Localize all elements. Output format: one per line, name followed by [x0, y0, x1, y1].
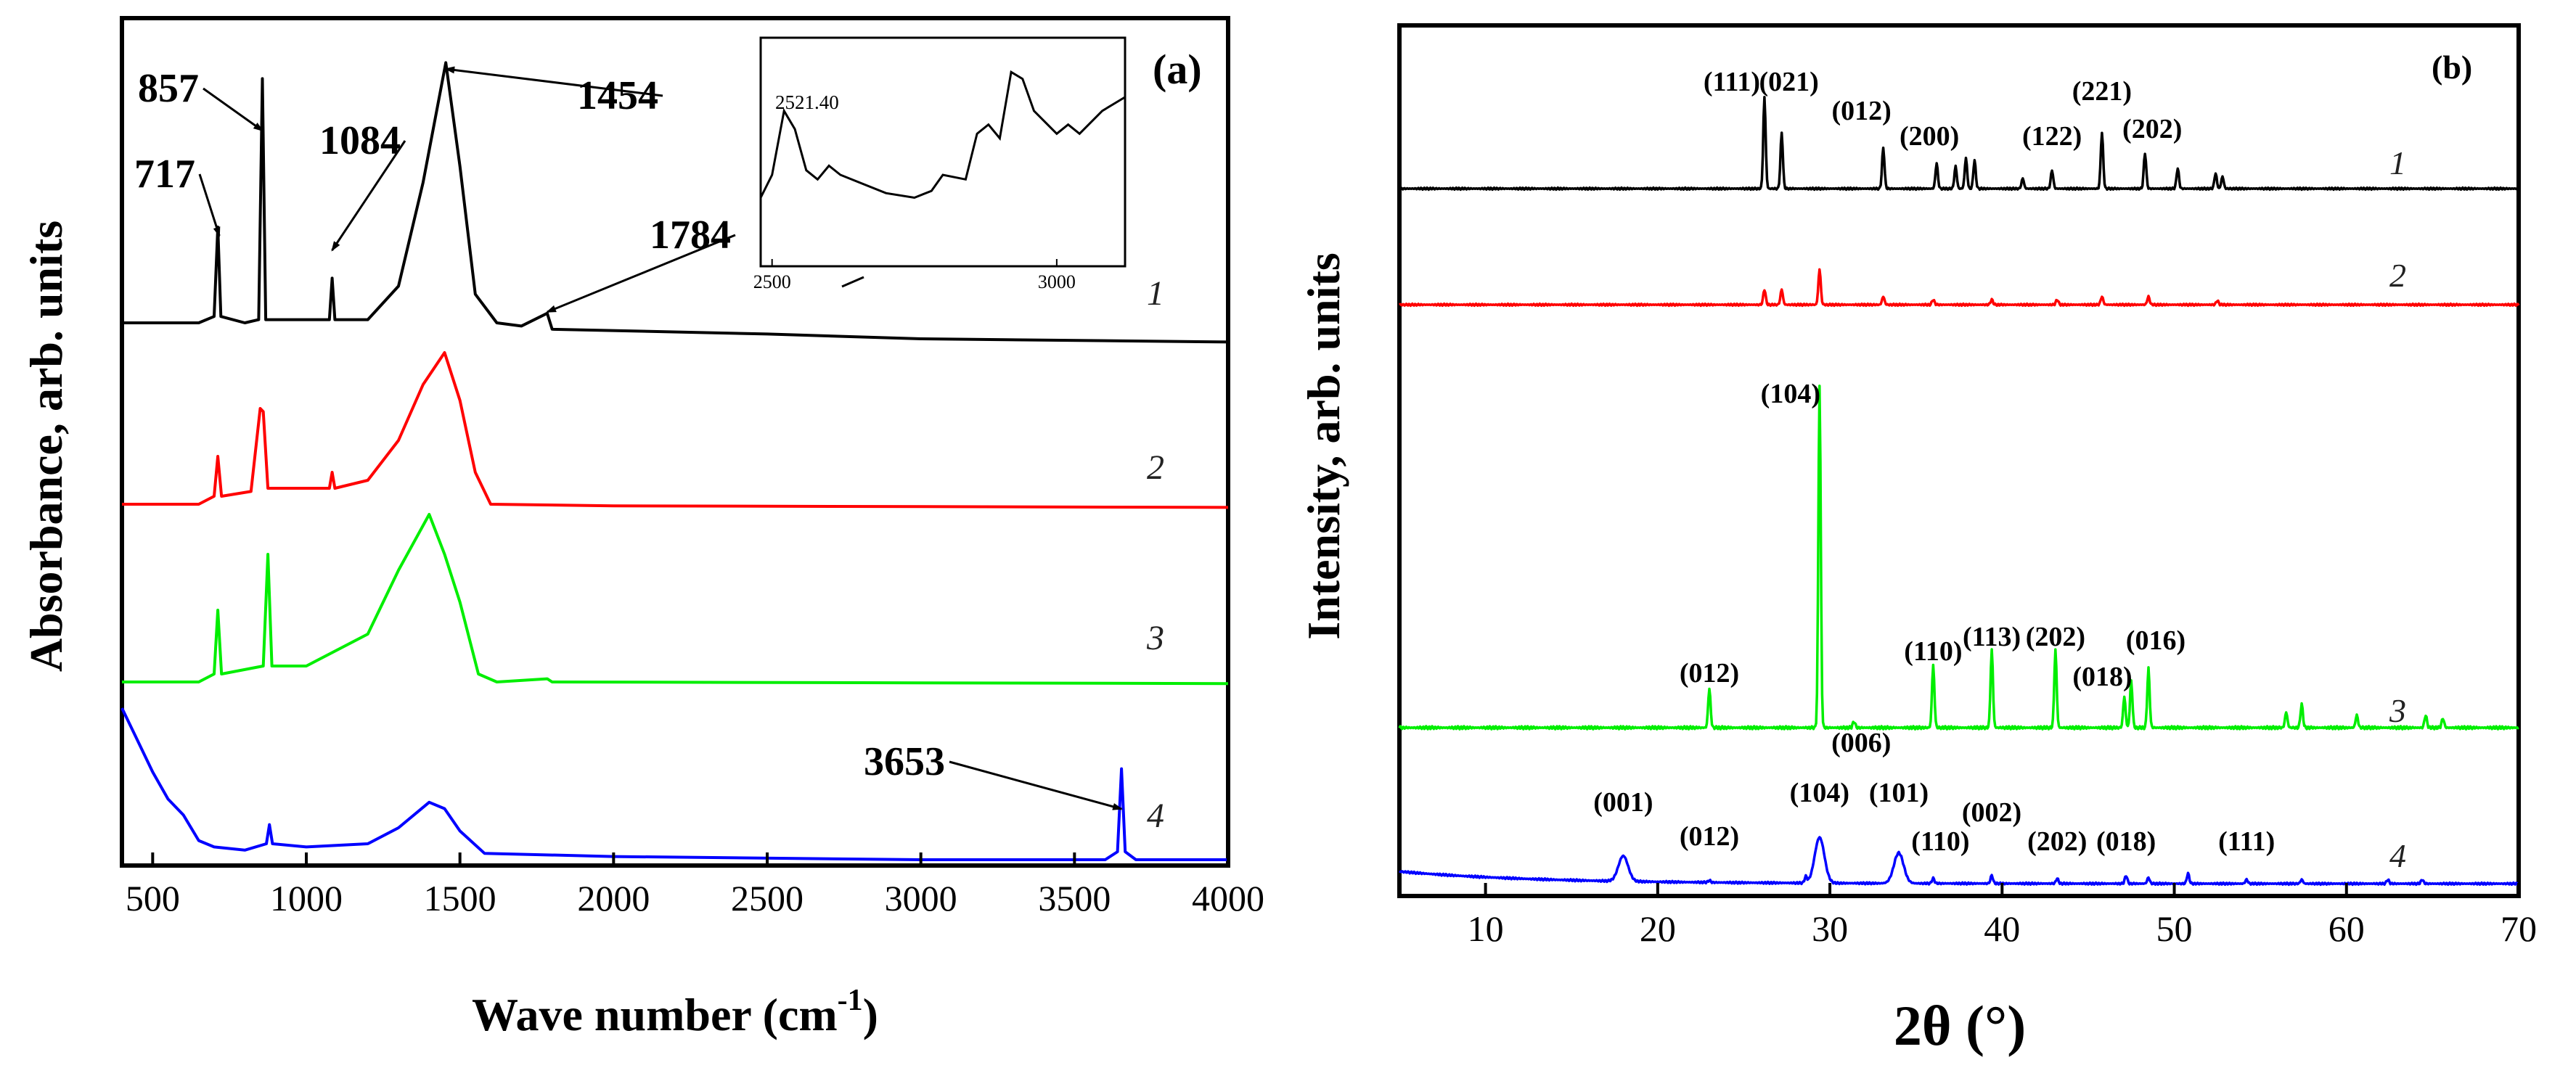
ftir-curve-number-1: 1 — [1147, 274, 1164, 313]
xrd-x-tick-label: 30 — [1812, 908, 1848, 949]
inset-x-tick-label: 3000 — [1038, 271, 1076, 292]
panel-a-x-ticks: 500 1000 1500 2000 2500 3000 3500 4000 — [126, 852, 1264, 918]
ftir-peak-arrow-1084 — [331, 140, 406, 252]
ftir-peak-label-3653: 3653 — [864, 739, 945, 784]
xrd-hkl-label: (006) — [1831, 728, 1891, 758]
xrd-hkl-label: (110) — [1911, 826, 1969, 857]
ftir-x-tick-label: 1000 — [270, 878, 343, 918]
ftir-curve-3 — [122, 513, 1229, 686]
xrd-hkl-label: (018) — [2072, 662, 2132, 692]
ftir-x-tick-label: 4000 — [1192, 878, 1264, 918]
ftir-peak-label-1454: 1454 — [577, 73, 658, 118]
xrd-x-tick-label: 70 — [2501, 908, 2537, 949]
panel-a-series-group — [120, 61, 1229, 861]
xrd-curve-number-2: 2 — [2389, 257, 2406, 294]
xrd-hkl-label: (104) — [1790, 778, 1849, 808]
inset-frame — [759, 36, 1127, 268]
ftir-x-tick-label: 3000 — [885, 878, 957, 918]
xrd-pattern-1 — [1399, 96, 2520, 192]
xrd-hkl-label: (202) — [2027, 826, 2087, 857]
xrd-pattern-4 — [1399, 836, 2520, 887]
xrd-curve-number-4: 4 — [2389, 837, 2406, 874]
xrd-pattern-3 — [1398, 385, 2519, 731]
panel-b-peak-labels: (111)(021)(012)(200) (122)(221)(202)(012)… — [1593, 67, 2275, 857]
ftir-curve-number-2: 2 — [1147, 448, 1164, 487]
panel-a-x-title-sup: -1 — [838, 984, 863, 1017]
xrd-hkl-label: (018) — [2096, 826, 2156, 857]
xrd-hkl-label: (200) — [1900, 121, 1959, 152]
panel-a-x-title: Wave number (cm-1) — [472, 984, 878, 1040]
xrd-hkl-label: (101) — [1869, 778, 1929, 808]
inset: 2500 3000 2521.40 — [753, 36, 1127, 292]
xrd-hkl-label: (002) — [1962, 797, 2021, 828]
xrd-hkl-label: (122) — [2022, 121, 2082, 152]
panel-a-label: (a) — [1153, 46, 1202, 93]
ftir-peak-label-857: 857 — [138, 66, 199, 111]
ftir-peak-label-1084: 1084 — [319, 118, 401, 163]
ftir-peak-label-717: 717 — [134, 152, 195, 197]
xrd-curve-number-1: 1 — [2389, 144, 2406, 181]
xrd-hkl-label: (012) — [1680, 821, 1739, 852]
ftir-x-tick-label: 2000 — [577, 878, 650, 918]
xrd-hkl-label: (113) — [1963, 622, 2021, 652]
xrd-hkl-label: (012) — [1680, 658, 1739, 689]
inset-x-tick-label: 2500 — [753, 271, 791, 292]
xrd-hkl-label: (202) — [2122, 114, 2182, 144]
ftir-peak-arrow-857 — [203, 87, 264, 132]
ftir-peak-label-1784: 1784 — [650, 213, 731, 258]
panel-a-y-title: Absorbance, arb. units — [20, 221, 72, 672]
panel-b-frame — [1397, 23, 2521, 898]
xrd-hkl-label: (016) — [2126, 625, 2185, 656]
panel-a-x-title-main: Wave number (cm — [472, 989, 838, 1040]
xrd-curve-number-3: 3 — [2389, 692, 2406, 729]
panel-b-x-ticks: 10 20 30 40 50 60 70 — [1468, 883, 2537, 949]
xrd-pattern-2 — [1398, 268, 2520, 308]
panel-b: (b) 10 20 30 40 50 60 70 (111)(021)(012)(200)(… — [1298, 23, 2537, 1057]
inset-curve-group — [759, 70, 1126, 200]
panel-b-series-group — [1398, 96, 2520, 887]
ftir-x-tick-label: 3500 — [1038, 878, 1111, 918]
inset-annotation: 2521.40 — [775, 91, 839, 113]
xrd-hkl-label: (111) — [2218, 826, 2275, 857]
xrd-x-tick-label: 40 — [1984, 908, 2020, 949]
panel-b-y-title: Intensity, arb. units — [1298, 252, 1349, 639]
panel-b-x-title: 2θ (°) — [1894, 994, 2026, 1057]
xrd-hkl-label: (110) — [1904, 636, 1962, 667]
ftir-curve-number-4: 4 — [1147, 797, 1164, 835]
xrd-x-tick-label: 20 — [1640, 908, 1676, 949]
panel-a-y-title-text: Absorbance, arb. units — [20, 221, 72, 672]
ftir-peak-arrow-3653 — [949, 760, 1124, 810]
ftir-x-tick-label: 2500 — [731, 878, 804, 918]
panel-a-x-title-close: ) — [863, 989, 878, 1040]
panel-b-label: (b) — [2432, 49, 2472, 86]
inset-spectrum-line — [759, 70, 1126, 200]
ftir-peak-arrow-1454 — [444, 66, 663, 97]
xrd-x-tick-label: 60 — [2328, 908, 2365, 949]
xrd-x-tick-label: 10 — [1468, 908, 1504, 949]
ftir-curve-2 — [122, 351, 1229, 509]
xrd-x-tick-label: 50 — [2156, 908, 2193, 949]
inset-x-ticks: 2500 3000 — [753, 259, 1076, 292]
panel-a: (a) 500 1000 1500 2000 2500 3000 3500 4000 717 8… — [20, 16, 1264, 1040]
ftir-peak-arrow-717 — [198, 173, 221, 237]
panel-a-curve-numbers: 1 2 3 4 — [1146, 274, 1164, 835]
panel-b-curve-numbers: 1 2 3 4 — [2389, 144, 2406, 874]
ftir-x-tick-label: 1500 — [424, 878, 496, 918]
inset-pointer — [841, 276, 864, 288]
xrd-hkl-label: (012) — [1831, 96, 1891, 126]
ftir-x-tick-label: 500 — [126, 878, 180, 918]
ftir-curve-number-3: 3 — [1146, 619, 1164, 657]
xrd-hkl-label: (021) — [1759, 67, 1818, 97]
panel-a-frame — [120, 16, 1230, 868]
ftir-peak-arrow-1784 — [546, 234, 736, 313]
ftir-curve-4 — [120, 707, 1228, 861]
ftir-curve-1 — [122, 61, 1229, 344]
xrd-hkl-label: (104) — [1761, 379, 1820, 409]
xrd-hkl-label: (111) — [1704, 67, 1760, 97]
xrd-hkl-label: (202) — [2026, 622, 2085, 652]
xrd-hkl-label: (221) — [2072, 76, 2132, 107]
xrd-hkl-label: (001) — [1593, 787, 1653, 818]
panel-a-peak-labels: 717 857 1084 1454 1784 3653 — [134, 66, 1124, 810]
